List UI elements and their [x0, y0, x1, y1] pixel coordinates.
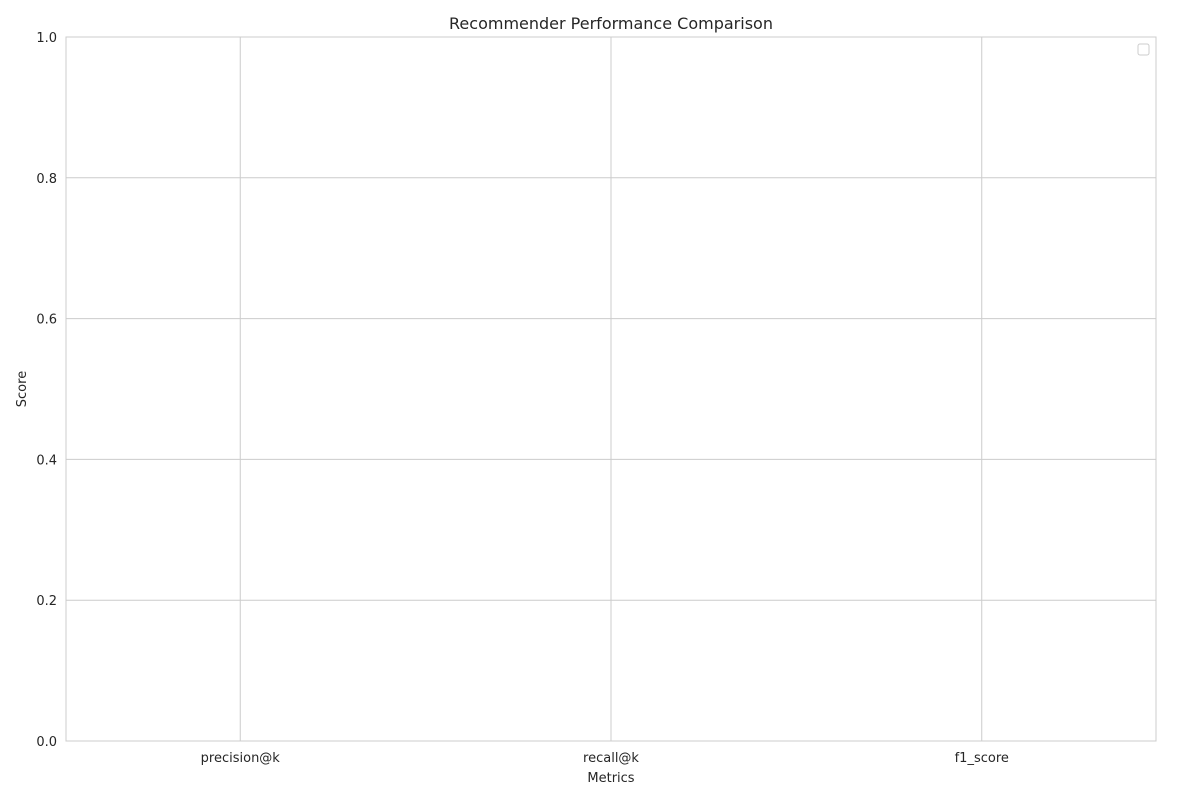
y-tick-label: 0.4	[36, 453, 57, 468]
x-axis-ticks: precision@k recall@k f1_score	[201, 751, 1009, 766]
y-tick-label: 0.8	[36, 172, 57, 187]
y-axis-label: Score	[15, 371, 30, 407]
y-tick-label: 1.0	[36, 31, 57, 46]
chart-title: Recommender Performance Comparison	[449, 14, 773, 33]
y-axis-ticks: 0.0 0.2 0.4 0.6 0.8 1.0	[36, 31, 57, 750]
x-tick-label: f1_score	[955, 751, 1009, 766]
x-tick-label: recall@k	[583, 751, 639, 766]
x-axis-label: Metrics	[587, 771, 634, 786]
legend	[1137, 43, 1150, 56]
y-tick-label: 0.6	[36, 313, 57, 328]
y-tick-label: 0.2	[36, 594, 57, 609]
x-tick-label: precision@k	[201, 751, 281, 766]
y-tick-label: 0.0	[36, 735, 57, 750]
plot-frame	[65, 36, 1157, 742]
